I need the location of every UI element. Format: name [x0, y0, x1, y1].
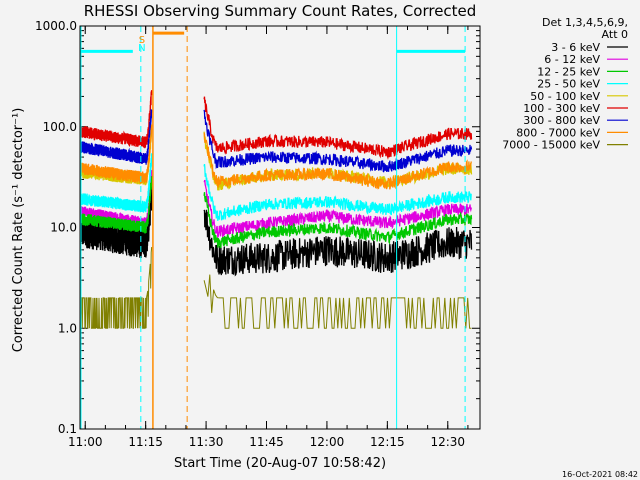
- y-tick-label: 1000.0: [35, 19, 77, 33]
- series-segment: [203, 109, 473, 173]
- series-segment: [80, 246, 153, 329]
- x-tick-label: 11:45: [249, 435, 284, 449]
- plot-frame: [79, 25, 481, 430]
- legend-label: 3 - 6 keV: [551, 41, 600, 54]
- timestamp: 16-Oct-2021 08:42: [562, 470, 638, 479]
- series-segment: [80, 176, 153, 234]
- legend-label: 12 - 25 keV: [537, 65, 600, 78]
- series-segment: [80, 109, 153, 165]
- series-line: [80, 176, 473, 249]
- y-tick-label: 1.0: [58, 321, 77, 335]
- y-axis-label: Corrected Count Rate (s⁻¹ detector⁻¹): [11, 108, 26, 353]
- series-line: [80, 246, 472, 329]
- legend-label: 100 - 300 keV: [523, 102, 600, 115]
- legend-label: 50 - 100 keV: [530, 90, 600, 103]
- series-segment: [203, 209, 473, 277]
- legend-label: 800 - 7000 keV: [516, 126, 600, 139]
- legend-label: 25 - 50 keV: [537, 78, 600, 91]
- series-segment: [203, 192, 473, 249]
- x-tick-label: 12:00: [310, 435, 345, 449]
- saa-night-overlay: SN: [80, 26, 466, 429]
- legend-label: 7000 - 15000 keV: [502, 139, 600, 152]
- series-segment: [203, 163, 472, 221]
- x-tick-label: 11:15: [128, 435, 163, 449]
- series-segment: [203, 274, 472, 329]
- series-line: [80, 153, 472, 221]
- series-line: [80, 124, 472, 190]
- legend-header-line-2: Att 0: [602, 28, 628, 41]
- series-segment: [80, 153, 153, 213]
- series-segment: [203, 132, 472, 190]
- chart-title: RHESSI Observing Summary Count Rates, Co…: [84, 2, 477, 20]
- x-tick-label: 11:30: [189, 435, 224, 449]
- series-segment: [203, 179, 473, 239]
- series-segment: [203, 96, 473, 160]
- flag-label-s: S: [139, 35, 145, 46]
- legend-label: 300 - 800 keV: [523, 114, 600, 127]
- series-segment: [80, 90, 153, 149]
- legend-label: 6 - 12 keV: [544, 53, 600, 66]
- series-line: [80, 109, 473, 173]
- x-tick-label: 12:30: [430, 435, 465, 449]
- legend-header-line-1: Det 1,3,4,5,6,9,: [542, 16, 628, 29]
- x-tick-label: 12:15: [370, 435, 405, 449]
- flag-label-n: N: [138, 43, 145, 54]
- y-tick-label: 100.0: [43, 120, 77, 134]
- x-axis-ticks: 11:00 11:15 11:30 11:45 12:00 12:15 12:30: [68, 26, 469, 449]
- series-segment: [80, 124, 153, 184]
- x-axis-label: Start Time (20-Aug-07 10:58:42): [174, 456, 386, 471]
- series-line: [80, 90, 473, 160]
- y-tick-label: 0.1: [58, 422, 77, 436]
- x-tick-label: 11:00: [68, 435, 103, 449]
- series-layer: [80, 90, 473, 329]
- y-tick-label: 10.0: [50, 221, 77, 235]
